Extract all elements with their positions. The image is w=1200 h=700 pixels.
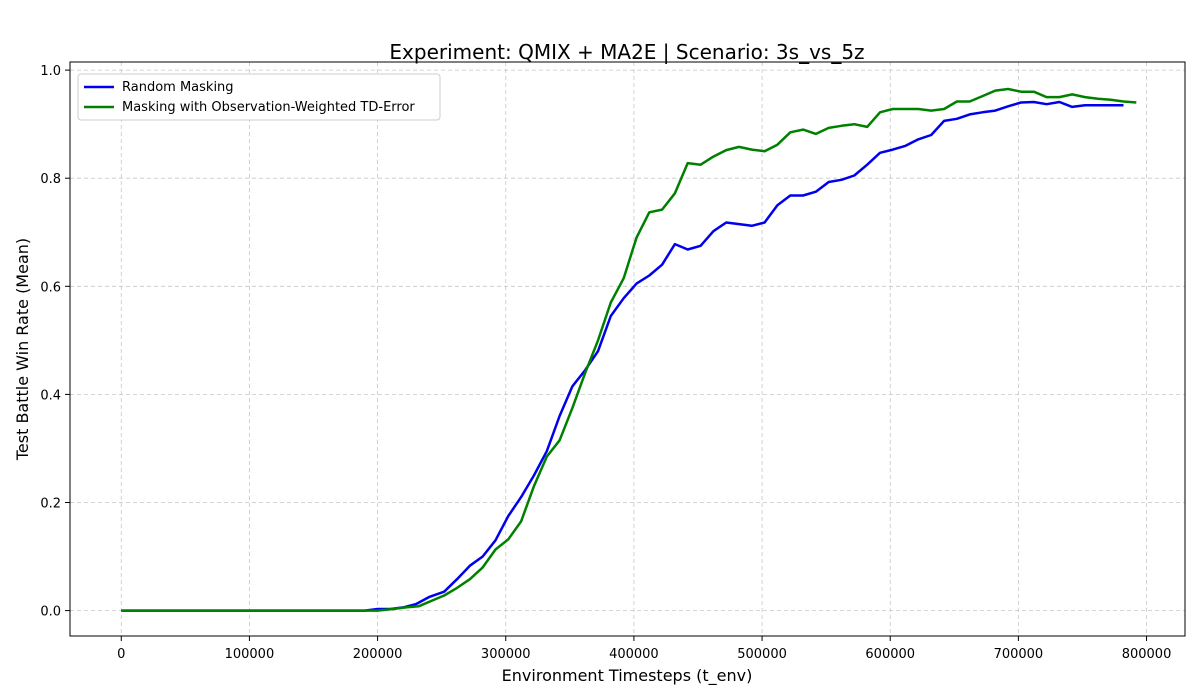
x-tick-label: 300000	[481, 647, 531, 662]
series-line-random-masking	[121, 100, 1124, 612]
y-axis-label: Test Battle Win Rate (Mean)	[13, 238, 32, 461]
x-tick-label: 400000	[609, 647, 659, 662]
x-tick-label: 600000	[865, 647, 915, 662]
y-tick-label: 1.0	[40, 64, 61, 79]
y-tick-label: 0.6	[40, 280, 61, 295]
legend: Random Masking Masking with Observation-…	[77, 73, 441, 121]
ticks: 0 100000 200000 300000 400000 500000 600000 700…	[40, 64, 1171, 662]
legend-label-observation-weighted: Masking with Observation-Weighted TD-Err…	[122, 100, 415, 115]
x-tick-label: 100000	[225, 647, 275, 662]
x-tick-label: 500000	[737, 647, 787, 662]
y-tick-label: 0.4	[40, 388, 61, 403]
legend-box	[77, 73, 441, 121]
x-tick-label: 200000	[353, 647, 403, 662]
y-tick-label: 0.0	[40, 605, 61, 620]
y-tick-label: 0.8	[40, 172, 61, 187]
chart-title: Experiment: QMIX + MA2E | Scenario: 3s_v…	[389, 40, 864, 64]
plot-frame	[69, 61, 1186, 637]
series-line-observation-weighted	[121, 87, 1137, 612]
x-tick-label: 700000	[994, 647, 1044, 662]
x-tick-label: 800000	[1122, 647, 1172, 662]
x-tick-label: 0	[117, 647, 125, 662]
legend-label-random-masking: Random Masking	[122, 80, 234, 95]
x-axis-label: Environment Timesteps (t_env)	[502, 666, 753, 686]
series-layer	[121, 87, 1137, 612]
y-tick-label: 0.2	[40, 496, 61, 511]
